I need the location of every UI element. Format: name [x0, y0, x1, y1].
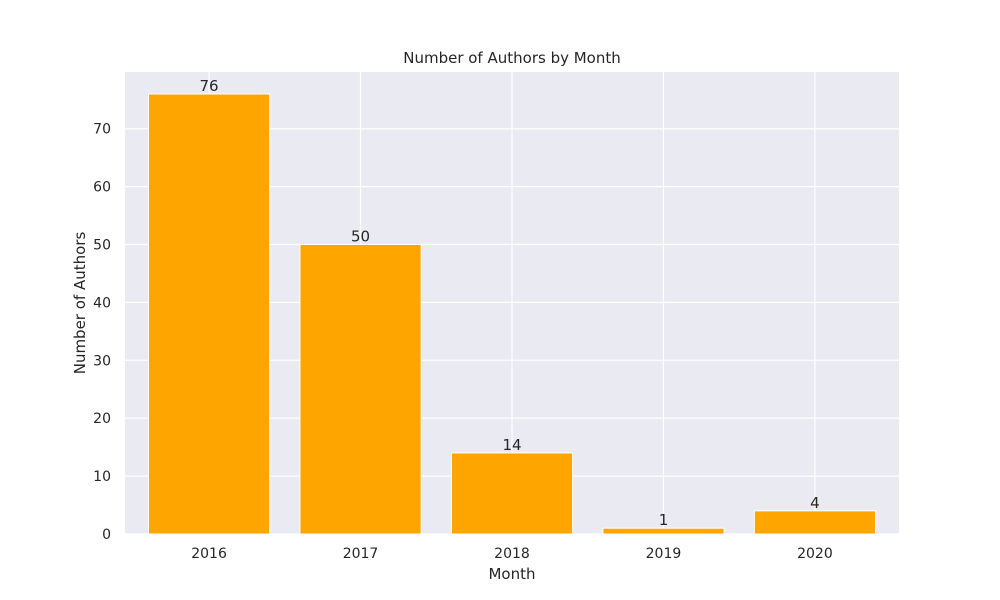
bars: [147, 93, 877, 535]
bar-value-label: 76: [200, 77, 219, 95]
y-tick-label: 60: [93, 180, 111, 196]
bar-2019: [602, 527, 725, 535]
bar-2018: [450, 452, 574, 535]
bar-2020: [753, 510, 877, 535]
y-tick-labels: 0 10 20 30 40 50 60 70: [93, 122, 111, 543]
x-tick-label: 2018: [494, 546, 530, 562]
y-tick-label: 20: [93, 411, 111, 427]
x-tick-label: 2019: [646, 546, 682, 562]
y-tick-label: 40: [93, 295, 111, 311]
bar-value-label: 1: [659, 511, 669, 529]
x-tick-labels: 2016 2017 2018 2019 2020: [191, 546, 833, 562]
bar-value-label: 4: [810, 494, 820, 512]
chart-title: Number of Authors by Month: [403, 49, 621, 67]
bar-2017: [299, 244, 422, 535]
bar-2016: [147, 93, 271, 535]
x-tick-label: 2020: [797, 546, 833, 562]
y-tick-label: 50: [93, 238, 111, 254]
x-axis-label: Month: [488, 565, 535, 583]
y-tick-label: 10: [93, 469, 111, 485]
x-tick-label: 2016: [191, 546, 227, 562]
y-axis-label: Number of Authors: [71, 232, 89, 375]
y-tick-label: 0: [102, 527, 111, 543]
x-tick-label: 2017: [343, 546, 379, 562]
bar-value-label: 50: [351, 228, 370, 246]
y-tick-label: 70: [93, 122, 111, 138]
y-tick-label: 30: [93, 353, 111, 369]
bar-value-label: 14: [502, 436, 521, 454]
